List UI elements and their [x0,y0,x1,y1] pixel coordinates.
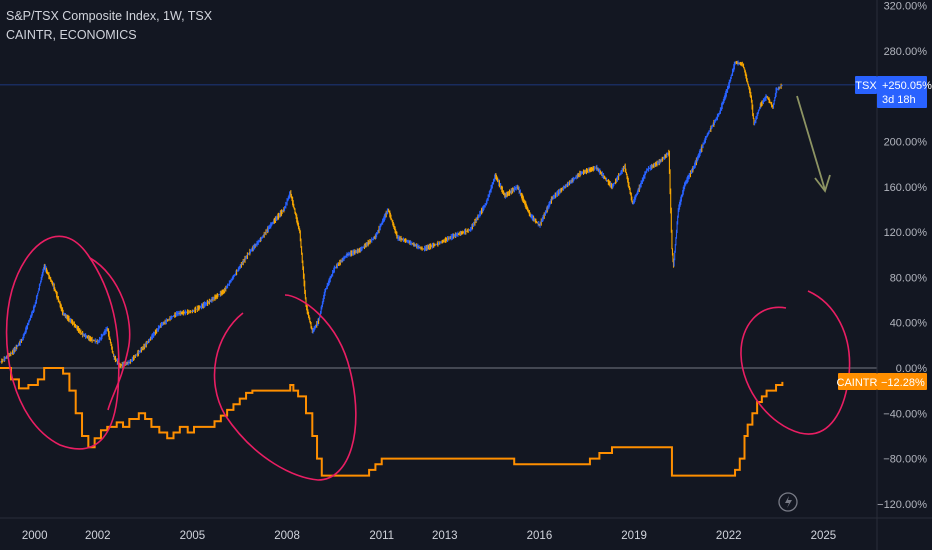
chart-title[interactable]: S&P/TSX Composite Index, 1W, TSX [6,9,213,23]
x-tick-label: 2019 [621,530,647,542]
annotation-circle-2001 [89,257,131,411]
tsx-badge-name: TSX [855,80,877,92]
lightning-icon[interactable] [778,492,798,512]
caintr-badge-name: CAINTR [837,377,878,389]
annotations-layer [5,95,851,481]
tsx-series [0,60,783,369]
annotation-circle-2008 [213,294,357,481]
chart-subtitle[interactable]: CAINTR, ECONOMICS [6,28,137,42]
plot-area[interactable] [0,60,877,512]
y-tick-label: −120.00% [877,499,927,511]
forecast-arrow-head [814,174,831,193]
x-tick-label: 2008 [274,530,300,542]
y-tick-label: −80.00% [883,454,927,466]
annotation-circle-2023 [740,290,851,435]
series-layer [0,60,877,477]
tsx-badge-value: +250.05% [882,80,932,92]
tsx-badge-countdown: 3d 18h [882,94,916,106]
x-tick-label: 2005 [180,530,206,542]
annotation-circle-2000 [5,235,120,450]
y-tick-label: 80.00% [890,272,928,284]
x-tick-label: 2022 [716,530,742,542]
x-tick-label: 2011 [369,530,394,542]
y-tick-label: −40.00% [883,408,927,420]
caintr-series-line [0,367,784,477]
x-tick-label: 2016 [527,530,553,542]
forecast-arrow-line [796,95,826,191]
y-tick-label: 0.00% [896,363,927,375]
y-tick-label: 280.00% [884,46,928,58]
caintr-badge-value: −12.28% [881,377,925,389]
time-axis[interactable]: 2000 2002 2005 2008 2011 2013 2016 2019 2022 2025 [0,517,932,542]
x-tick-label: 2013 [432,530,458,542]
chart-legend: S&P/TSX Composite Index, 1W, TSX CAINTR,… [6,8,212,44]
y-tick-label: 40.00% [890,318,928,330]
x-tick-label: 2000 [22,530,48,542]
x-tick-label: 2025 [811,530,837,542]
caintr-price-badge[interactable]: CAINTR −12.28% [837,373,927,390]
y-tick-label: 200.00% [884,137,928,149]
y-tick-label: 160.00% [884,182,928,194]
y-tick-label: 120.00% [884,227,928,239]
tsx-price-badge[interactable]: TSX +250.05% 3d 18h [855,76,932,108]
y-tick-label: 320.00% [884,1,928,13]
x-tick-label: 2002 [85,530,111,542]
